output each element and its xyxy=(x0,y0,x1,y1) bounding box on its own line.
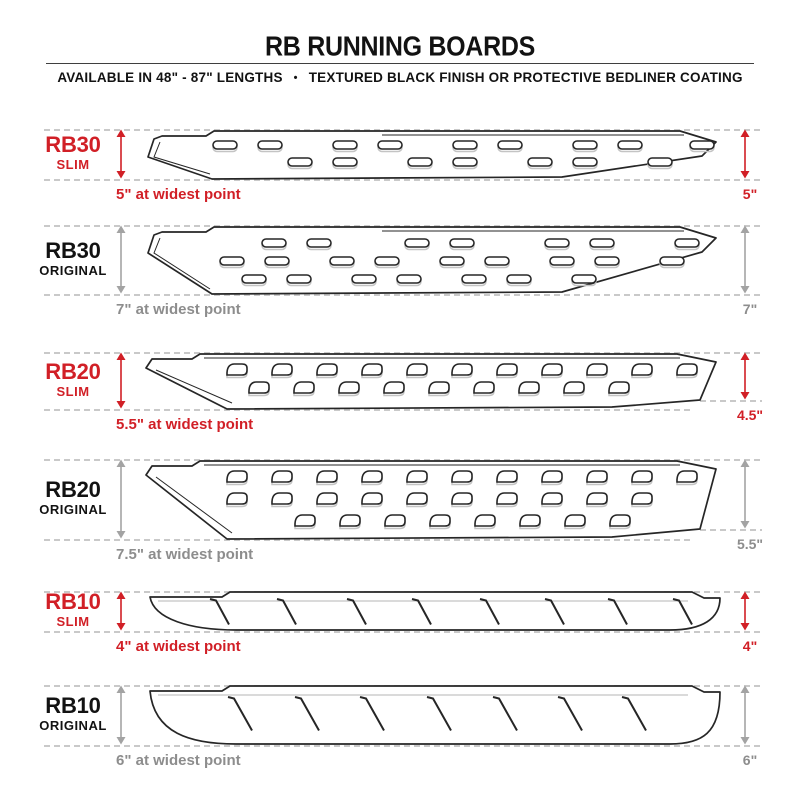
dimension-guide-top xyxy=(44,225,762,227)
end-height-arrow xyxy=(740,685,750,745)
widest-point-arrow xyxy=(116,591,126,631)
model-label: RB30 ORIGINAL xyxy=(8,237,138,278)
widest-point-label: 5" at widest point xyxy=(116,186,241,203)
dimension-guide-bottom xyxy=(44,294,762,296)
model-label: RB10 SLIM xyxy=(8,590,138,629)
board-illustration-rb20-original xyxy=(145,460,717,540)
header-subtitle: AVAILABLE IN 48" - 87" LENGTHS • TEXTURED … xyxy=(0,70,800,85)
dimension-guide-bottom xyxy=(44,539,690,541)
end-height-label: 6" xyxy=(742,752,758,768)
header-divider xyxy=(46,63,754,64)
end-height-arrow xyxy=(740,352,750,400)
model-variant: ORIGINAL xyxy=(39,718,107,734)
end-height-label: 4" xyxy=(742,638,758,654)
bullet-separator: • xyxy=(293,72,298,84)
model-variant: ORIGINAL xyxy=(39,502,107,518)
subtitle-finish: TEXTURED BLACK FINISH OR PROTECTIVE BEDL… xyxy=(308,70,743,85)
end-height-label: 5" xyxy=(742,186,758,202)
model-name: RB20 xyxy=(45,358,101,384)
page-title: RB RUNNING BOARDS xyxy=(265,31,535,63)
dimension-guide-bottom xyxy=(44,631,762,633)
widest-point-arrow xyxy=(116,685,126,745)
model-variant: SLIM xyxy=(56,614,90,630)
widest-point-arrow xyxy=(116,225,126,294)
widest-point-label: 5.5" at widest point xyxy=(116,416,254,433)
widest-point-arrow xyxy=(116,459,126,539)
model-name: RB30 xyxy=(45,132,101,157)
board-illustration-rb10-original xyxy=(149,685,721,745)
widest-point-label: 4" at widest point xyxy=(116,638,241,655)
board-illustration-rb10-slim xyxy=(149,591,721,631)
board-illustration-rb30-original xyxy=(147,226,717,295)
model-label: RB10 ORIGINAL xyxy=(8,694,138,733)
model-name: RB20 xyxy=(45,477,101,502)
widest-point-label: 7" at widest point xyxy=(116,301,241,318)
board-illustration-rb30-slim xyxy=(147,130,717,180)
dimension-guide-right xyxy=(700,400,762,402)
widest-point-label: 7.5" at widest point xyxy=(116,546,254,563)
model-variant: SLIM xyxy=(56,157,90,173)
dimension-guide-bottom xyxy=(44,179,762,181)
widest-point-arrow xyxy=(116,352,126,409)
dimension-guide-bottom xyxy=(44,745,762,747)
model-name: RB10 xyxy=(45,589,101,614)
model-variant: ORIGINAL xyxy=(39,262,107,278)
model-label: RB30 SLIM xyxy=(8,133,138,172)
dimension-guide-right xyxy=(700,529,762,531)
dimension-guide-top xyxy=(44,352,762,354)
end-height-arrow xyxy=(740,129,750,179)
dimension-guide-top xyxy=(44,459,762,461)
end-height-arrow xyxy=(740,591,750,631)
board-illustration-rb20-slim xyxy=(145,353,717,410)
subtitle-lengths: AVAILABLE IN 48" - 87" LENGTHS xyxy=(57,70,283,85)
end-height-arrow xyxy=(740,225,750,294)
model-label: RB20 ORIGINAL xyxy=(8,478,138,517)
model-label: RB20 SLIM xyxy=(8,358,138,399)
end-height-label: 7" xyxy=(742,301,758,317)
model-name: RB30 xyxy=(45,237,101,263)
dimension-guide-top xyxy=(44,685,762,687)
model-variant: SLIM xyxy=(56,383,90,399)
dimension-guide-top xyxy=(44,591,762,593)
model-name: RB10 xyxy=(45,693,101,718)
end-height-label: 4.5" xyxy=(736,407,764,423)
widest-point-label: 6" at widest point xyxy=(116,752,241,769)
dimension-guide-bottom xyxy=(44,409,690,411)
end-height-arrow xyxy=(740,459,750,529)
end-height-label: 5.5" xyxy=(736,536,764,552)
widest-point-arrow xyxy=(116,129,126,179)
dimension-guide-top xyxy=(44,129,762,131)
